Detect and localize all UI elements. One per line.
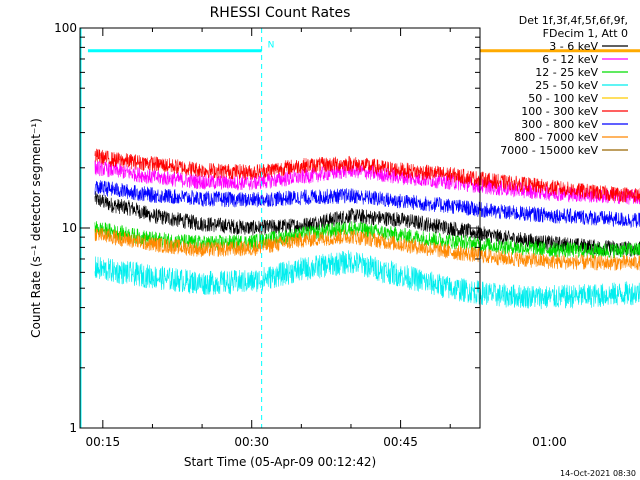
- y-tick-label: 1: [69, 421, 77, 435]
- legend-entry-label: 25 - 50 keV: [535, 79, 598, 92]
- series-line-7: [94, 227, 640, 271]
- legend-entry-label: 50 - 100 keV: [528, 92, 598, 105]
- legend: Det 1f,3f,4f,5f,6f,9f,FDecim 1, Att 03 -…: [500, 14, 628, 157]
- series-layer: [94, 148, 640, 310]
- chart-title: RHESSI Count Rates: [210, 5, 351, 21]
- legend-entry-label: 800 - 7000 keV: [514, 131, 598, 144]
- x-tick-label: 00:45: [383, 435, 418, 449]
- series-line-2: [94, 160, 640, 205]
- y-tick-label: 10: [62, 221, 77, 235]
- legend-entry-label: 3 - 6 keV: [549, 40, 598, 53]
- series-line-4: [94, 250, 640, 310]
- legend-header-line: FDecim 1, Att 0: [543, 27, 628, 40]
- legend-entry-label: 6 - 12 keV: [542, 53, 598, 66]
- legend-header-line: Det 1f,3f,4f,5f,6f,9f,: [519, 14, 628, 27]
- timestamp-label: 14-Oct-2021 08:30: [560, 469, 636, 478]
- series-line-6: [94, 180, 640, 228]
- legend-entry-label: 7000 - 15000 keV: [500, 144, 598, 157]
- legend-entry-label: 100 - 300 keV: [521, 105, 598, 118]
- legend-entry-label: 12 - 25 keV: [535, 66, 598, 79]
- x-axis-label: Start Time (05-Apr-09 00:12:42): [184, 455, 376, 469]
- x-tick-label: 01:00: [532, 435, 567, 449]
- y-axis-label: Count Rate (s⁻¹ detector segment⁻¹): [29, 118, 43, 338]
- series-line-1: [94, 191, 640, 257]
- series-line-5: [94, 148, 640, 203]
- x-tick-label: 00:30: [234, 435, 269, 449]
- x-tick-label: 00:15: [86, 435, 121, 449]
- marker-label-n: N: [268, 41, 275, 51]
- y-tick-label: 100: [54, 21, 77, 35]
- plot-frame: [79, 27, 481, 429]
- y-axis: 1 10 100: [54, 21, 480, 435]
- legend-entry-label: 300 - 800 keV: [521, 118, 598, 131]
